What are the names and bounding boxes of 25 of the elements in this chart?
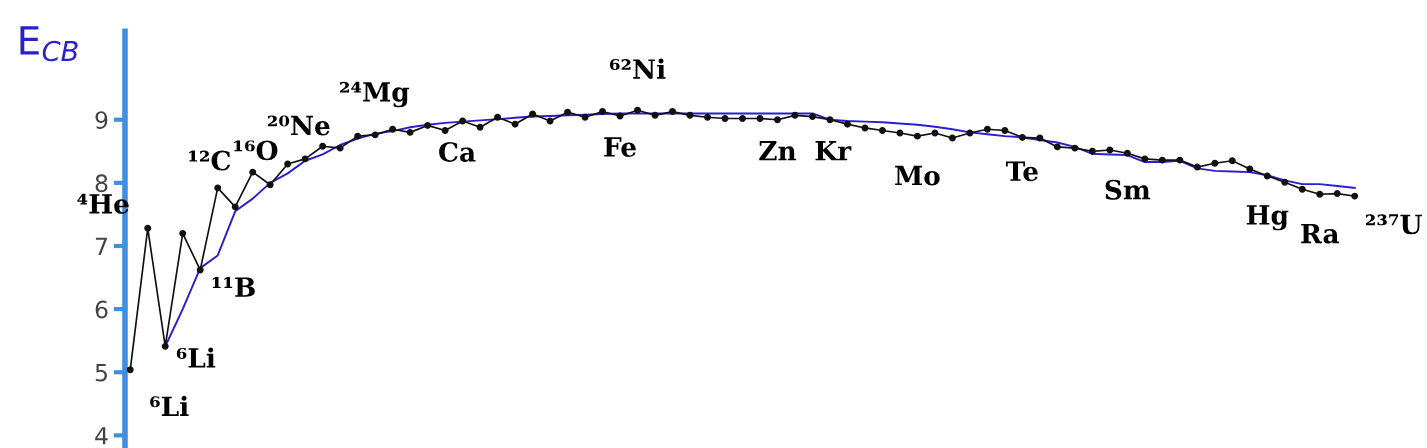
annotation: Fe: [604, 137, 636, 157]
annotation: Sm: [1105, 179, 1151, 200]
y-tick-label: 9: [95, 111, 108, 130]
annotation: Kr: [815, 141, 852, 161]
y-tick-label: 8: [95, 174, 108, 193]
text: ²³⁷U: [1365, 214, 1422, 235]
annotation: Te: [1005, 161, 1038, 182]
annotation: ¹⁶O: [234, 140, 278, 161]
y-tick-label: 6: [95, 300, 108, 319]
annotation: ²⁴Mg: [340, 81, 410, 108]
y-tick-label: 5: [95, 364, 107, 382]
annotation: Ra: [1301, 223, 1339, 244]
y-tick-label: 4: [95, 427, 108, 445]
annotation: ⁶Li: [176, 347, 216, 368]
annotation: Hg: [1246, 205, 1289, 231]
annotation: Zn: [759, 141, 797, 161]
annotation: Mo: [895, 165, 940, 186]
y-axis-title: E$_{CB}$: [20, 26, 78, 62]
annotation: Ca: [439, 142, 476, 162]
annotation: ⁶Li: [150, 395, 189, 416]
annotation: ⁶²Ni: [609, 58, 666, 79]
y-tick-label: 7: [95, 237, 108, 255]
annotation: ¹²C: [189, 150, 231, 171]
annotation: ²⁰Ne: [267, 115, 330, 136]
annotation: ¹¹B: [212, 277, 255, 297]
